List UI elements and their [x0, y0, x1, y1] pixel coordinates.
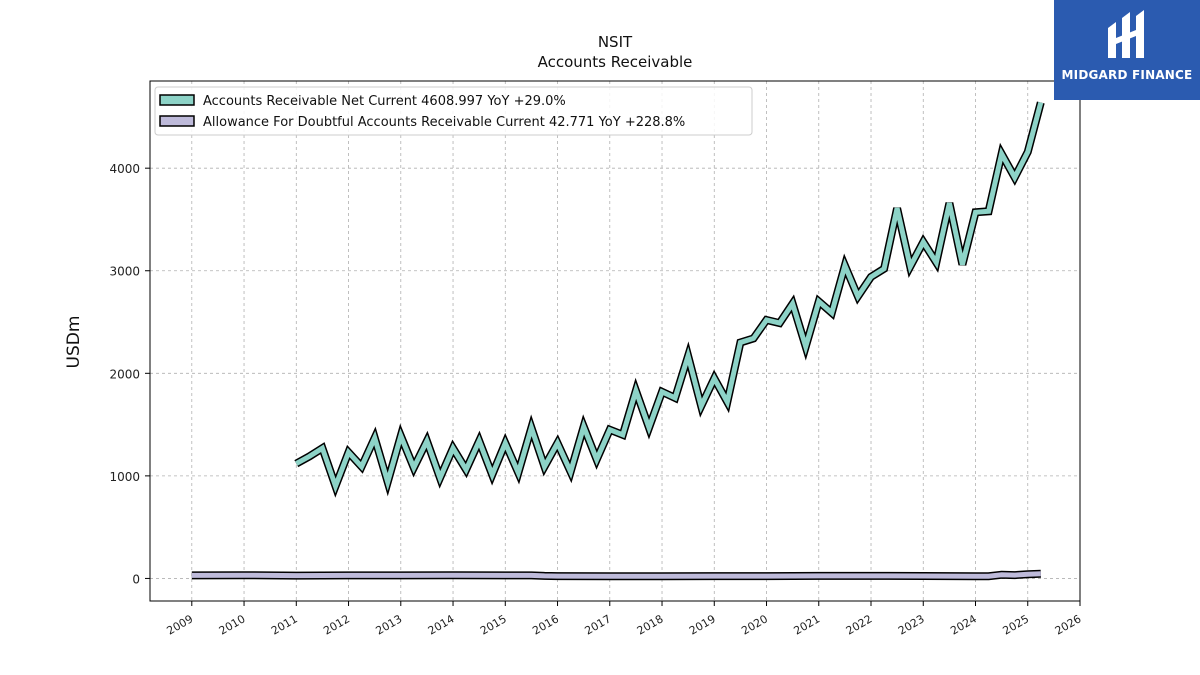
logo-text: MIDGARD FINANCE [1061, 68, 1193, 82]
x-tick-label: 2023 [896, 612, 927, 637]
plot-frame [149, 80, 1081, 602]
x-tick-label: 2025 [1001, 612, 1032, 637]
y-tick-label: 2000 [109, 367, 140, 381]
x-tick-label: 2011 [269, 612, 300, 637]
x-tick-label: 2010 [217, 612, 248, 637]
x-tick-label: 2012 [321, 612, 352, 637]
legend-swatch-ar-net [159, 94, 195, 106]
legend: Accounts Receivable Net Current 4608.997… [154, 86, 753, 136]
chart-subtitle: Accounts Receivable [538, 53, 693, 71]
brand-logo: MIDGARD FINANCE [1054, 0, 1200, 100]
logo-mark-icon [1108, 10, 1144, 58]
x-tick-label: 2016 [530, 612, 561, 637]
x-tick-label: 2021 [792, 612, 823, 637]
x-tick-label: 2015 [478, 612, 509, 637]
chart-title: NSIT [598, 33, 633, 51]
series-stroke [191, 571, 1041, 579]
x-tick-label: 2022 [844, 612, 875, 637]
legend-box [154, 86, 753, 136]
x-tick-label: 2014 [426, 612, 457, 637]
x-tick-label: 2017 [583, 612, 614, 637]
legend-label-allowance: Allowance For Doubtful Accounts Receivab… [203, 115, 685, 130]
series-layer [191, 101, 1045, 581]
x-tick-label: 2013 [374, 612, 405, 637]
legend-swatch-allowance [159, 115, 195, 127]
x-axis: 2009 2010 2011 2012 2013 2014 2015 2016 2017 2018… [165, 601, 1084, 638]
y-tick-label: 4000 [109, 162, 140, 176]
y-tick-label: 3000 [109, 265, 140, 279]
series-ar-net-line [294, 101, 1045, 498]
y-axis-label: USDm [64, 316, 84, 369]
x-tick-label: 2019 [687, 612, 718, 637]
y-axis: 0 1000 2000 3000 4000 [109, 162, 150, 586]
x-tick-label: 2026 [1053, 612, 1084, 637]
x-tick-label: 2024 [948, 612, 979, 637]
x-tick-label: 2018 [635, 612, 666, 637]
x-tick-label: 2020 [739, 612, 770, 637]
y-tick-label: 0 [132, 572, 140, 586]
x-tick-label: 2009 [165, 612, 196, 637]
y-tick-label: 1000 [109, 470, 140, 484]
series-allowance-line [191, 569, 1041, 581]
legend-label-ar-net: Accounts Receivable Net Current 4608.997… [203, 94, 566, 109]
grid [150, 81, 1081, 601]
series-stroke [295, 101, 1044, 494]
series-outline [294, 101, 1045, 498]
